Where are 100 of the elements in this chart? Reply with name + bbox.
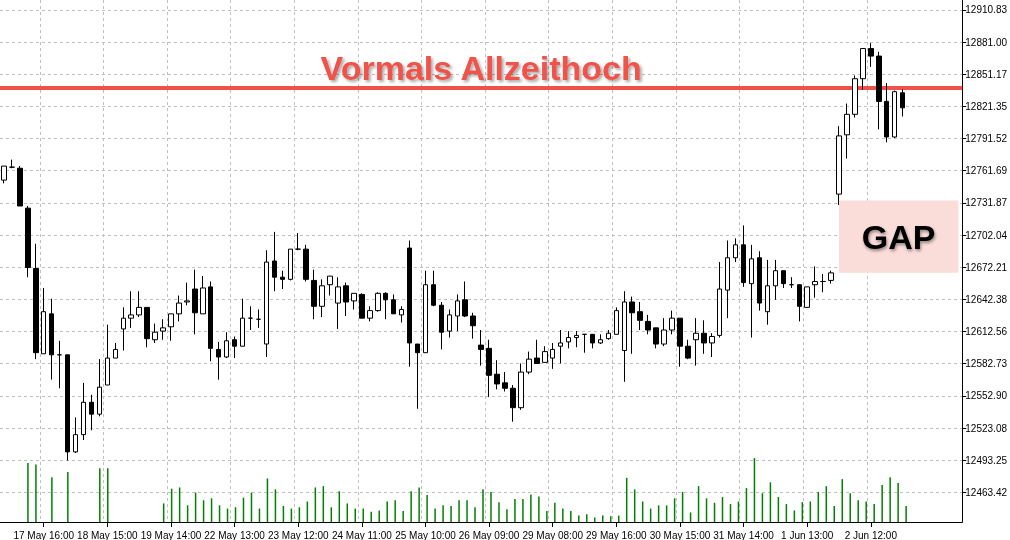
- x-tick-label: 24 May 11:00: [331, 529, 393, 540]
- candlestick: [415, 343, 420, 410]
- x-tick-label: 19 May 14:00: [140, 529, 202, 540]
- candlestick: [160, 318, 166, 341]
- x-tick-label: 26 May 09:00: [458, 529, 520, 540]
- candlestick: [534, 339, 540, 364]
- candlestick: [502, 371, 508, 392]
- candlestick: [49, 298, 54, 381]
- y-tick-label: 12761.69: [965, 165, 1008, 177]
- candlestick: [57, 340, 62, 389]
- candlestick: [820, 273, 826, 293]
- x-tick-label: 18 May 15:00: [77, 529, 139, 540]
- candlestick: [97, 358, 102, 417]
- candlestick: [200, 275, 206, 315]
- candlestick: [709, 332, 715, 358]
- candlestick: [216, 341, 221, 381]
- candlestick: [518, 362, 524, 411]
- candlestick: [876, 51, 882, 130]
- candlestick: [693, 317, 699, 367]
- candlestick: [303, 244, 309, 282]
- y-tick-label: 12702.04: [965, 229, 1008, 241]
- candlestick: [812, 265, 818, 299]
- candlestick: [797, 284, 802, 322]
- candlestick: [375, 291, 381, 313]
- candlestick: [455, 293, 460, 332]
- candlestick: [319, 278, 325, 318]
- candlestick: [765, 259, 770, 326]
- candlestick: [526, 351, 532, 375]
- candlestick: [407, 240, 412, 368]
- candlestick: [311, 269, 317, 320]
- candlestick: [661, 317, 667, 347]
- y-tick-label: 12493.25: [965, 454, 1008, 466]
- candlestick: [685, 339, 691, 360]
- candlestick: [606, 329, 611, 341]
- candlestick: [828, 270, 834, 285]
- candlestick: [550, 342, 555, 370]
- candlestick: [176, 295, 182, 322]
- x-tick-label: 25 May 10:00: [395, 529, 457, 540]
- candlestick: [399, 305, 404, 323]
- candlestick: [280, 270, 285, 290]
- candlestick: [25, 205, 31, 278]
- candlestick: [439, 301, 444, 350]
- candlestick: [741, 224, 746, 288]
- candlestick: [423, 270, 428, 354]
- candlestick: [447, 309, 452, 339]
- candlestick: [868, 42, 874, 68]
- candlestick: [860, 48, 866, 91]
- candlestick: [677, 317, 683, 368]
- candlestick: [264, 249, 269, 358]
- x-tick-label: 17 May 16:00: [13, 529, 75, 540]
- x-tick-label: 29 May 08:00: [522, 529, 584, 540]
- candlestick: [335, 276, 341, 330]
- candlestick: [900, 89, 905, 117]
- candlestick: [240, 298, 245, 347]
- candlestick: [272, 231, 277, 292]
- candlestick: [208, 280, 213, 362]
- candlestick: [17, 165, 23, 207]
- y-tick-label: 12851.17: [965, 68, 1008, 80]
- candlestick: [367, 305, 373, 322]
- candlestick: [486, 339, 492, 398]
- ref-line-label: Vormals Allzeithoch: [320, 49, 642, 88]
- candlestick: [383, 291, 388, 320]
- candlestick: [136, 290, 142, 318]
- candlestick: [81, 382, 86, 441]
- candlestick: [343, 282, 349, 317]
- candlestick: [144, 306, 150, 348]
- candlestick: [542, 345, 548, 363]
- candlestick: [733, 237, 738, 263]
- candlestick: [590, 333, 595, 349]
- candlestick: [65, 354, 70, 462]
- candlestick: [717, 261, 722, 339]
- candlestick: [669, 310, 675, 335]
- candlestick: [773, 259, 778, 301]
- y-tick-label: 12552.90: [965, 390, 1008, 402]
- candlestick: [431, 270, 436, 307]
- candlestick: [836, 125, 842, 206]
- candlestick: [757, 250, 762, 312]
- y-tick-label: 12582.73: [965, 358, 1008, 370]
- candlestick: [256, 309, 261, 329]
- candlestick: [510, 384, 516, 423]
- candlestick: [637, 301, 643, 331]
- y-tick-label: 12672.21: [965, 261, 1008, 273]
- candlestick: [113, 342, 118, 359]
- x-tick-label: 29 May 16:00: [586, 529, 648, 540]
- candlestick: [478, 329, 484, 367]
- candlestick: [884, 82, 889, 143]
- y-tick-label: 12731.87: [965, 197, 1008, 209]
- candlestick: [121, 306, 126, 352]
- y-tick-label: 12523.08: [965, 422, 1008, 434]
- y-tick-label: 12910.83: [965, 4, 1008, 16]
- candlestick: [41, 287, 46, 355]
- candlestick: [844, 103, 850, 160]
- candlestick: [232, 336, 237, 359]
- candlestick: [248, 305, 253, 331]
- candlestick: [192, 269, 198, 335]
- candlestick: [892, 90, 897, 139]
- candlestick: [614, 306, 619, 335]
- candlestick: [804, 286, 810, 308]
- y-tick-label: 12612.56: [965, 326, 1008, 338]
- x-tick-label: 2 Jun 12:00: [844, 529, 898, 540]
